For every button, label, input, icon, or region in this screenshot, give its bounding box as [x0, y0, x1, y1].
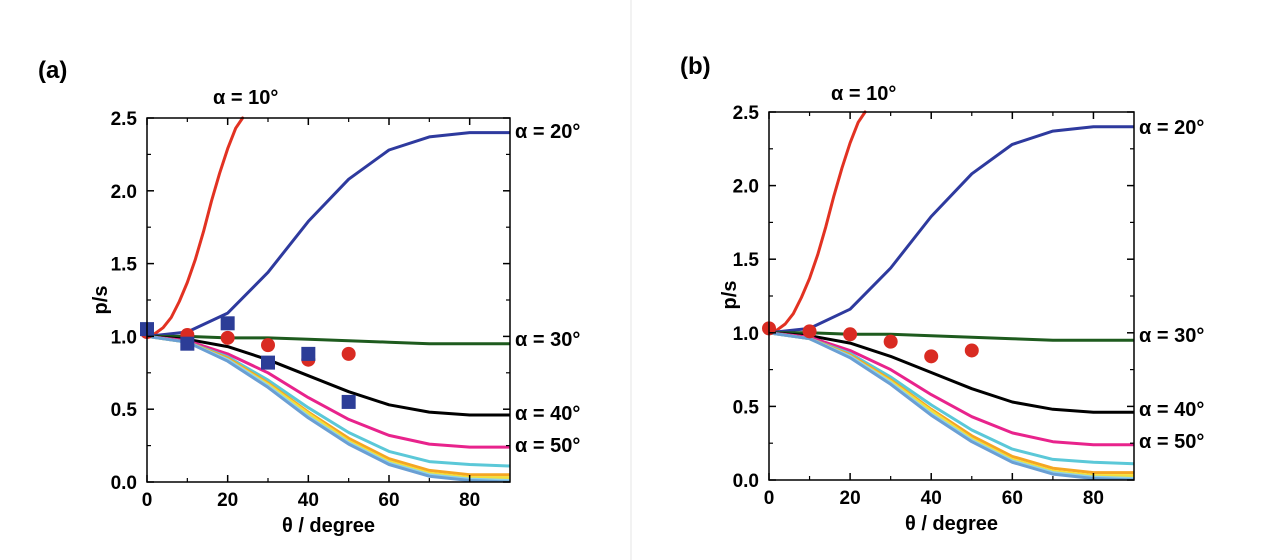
x-tick-label: 40: [298, 490, 319, 511]
data-marker-square: [261, 355, 275, 370]
x-tick-label: 20: [840, 488, 861, 509]
x-tick-label: 80: [459, 490, 480, 511]
y-tick-label: 2.0: [111, 182, 137, 203]
y-tick-label: 2.0: [733, 177, 759, 198]
chart-panel-a: 0 20 40 60 80 0.0 0.5 1.0 1.5 2.0 2.5 θ / degree p/s…: [0, 0, 630, 560]
y-tick-label: 0.0: [111, 473, 137, 494]
data-marker-square: [180, 336, 195, 351]
x-tick-label: 0: [764, 488, 775, 509]
series-line-3: [147, 334, 510, 417]
x-tick-label: 80: [1083, 488, 1104, 509]
data-marker-circle: [924, 349, 939, 364]
y-axis-label: p/s: [719, 281, 741, 310]
y-tick-label: 2.5: [111, 109, 138, 130]
alpha-annotation: α = 40°: [515, 403, 580, 425]
y-tick-label: 1.0: [111, 327, 137, 348]
series-line-4: [769, 331, 1134, 447]
y-tick-label: 1.5: [111, 255, 138, 276]
alpha-annotation: α = 50°: [515, 435, 580, 457]
y-tick-label: 0.5: [111, 400, 138, 421]
series-line-1: [769, 125, 1134, 335]
alpha-annotation: α = 20°: [515, 121, 580, 143]
alpha-annotation: α = 40°: [1139, 399, 1204, 421]
data-marker-circle: [964, 343, 979, 358]
chart-b-svg: 0 20 40 60 80 0.0 0.5 1.0 1.5 2.0 2.5 θ / degree p/s…: [680, 53, 1204, 535]
panel-label: (a): [38, 57, 67, 84]
y-tick-label: 1.5: [733, 250, 760, 271]
series-line-2: [769, 331, 1134, 342]
x-axis-label: θ / degree: [905, 513, 998, 535]
data-marker-square: [341, 394, 356, 409]
y-tick-label: 0.5: [733, 397, 760, 418]
series-line-9: [147, 334, 510, 482]
series-line-0: [769, 110, 867, 335]
data-marker-square: [220, 316, 235, 331]
series-line-9: [769, 331, 1134, 480]
x-tick-label: 0: [142, 490, 153, 511]
series-line-2: [147, 334, 510, 346]
x-axis-label: θ / degree: [282, 515, 375, 537]
y-tick-label: 1.0: [733, 324, 759, 345]
y-tick-label: 2.5: [733, 103, 760, 124]
x-tick-label: 20: [217, 490, 238, 511]
panel-divider: [630, 0, 632, 560]
alpha-annotation: α = 30°: [1139, 325, 1204, 347]
series-line-4: [147, 334, 510, 449]
alpha-annotation: α = 50°: [1139, 431, 1204, 453]
chart-a-svg: 0 20 40 60 80 0.0 0.5 1.0 1.5 2.0 2.5 θ / degree p/s…: [38, 57, 580, 537]
series-line-6: [147, 334, 510, 477]
y-axis-label: p/s: [90, 286, 112, 315]
alpha-annotation: α = 10°: [831, 83, 896, 105]
alpha-annotation: α = 20°: [1139, 117, 1204, 139]
series-line-6: [769, 331, 1134, 475]
data-marker-circle: [802, 324, 817, 339]
series-line-3: [769, 331, 1134, 414]
data-marker-circle: [220, 330, 235, 345]
data-marker-square: [301, 346, 316, 361]
y-tick-label: 0.0: [733, 471, 759, 492]
chart-panel-b: 0 20 40 60 80 0.0 0.5 1.0 1.5 2.0 2.5 θ / degree p/s…: [632, 0, 1269, 560]
data-marker-circle: [341, 346, 356, 361]
data-marker-circle: [883, 334, 898, 349]
data-marker-circle: [261, 338, 275, 353]
x-tick-label: 60: [378, 490, 399, 511]
series-line-1: [147, 131, 510, 338]
data-marker-circle: [843, 327, 858, 342]
alpha-annotation: α = 30°: [515, 329, 580, 351]
panel-label: (b): [680, 53, 711, 80]
x-tick-label: 40: [921, 488, 942, 509]
alpha-annotation: α = 10°: [213, 87, 278, 109]
x-tick-label: 60: [1002, 488, 1023, 509]
series-line-0: [147, 116, 245, 338]
